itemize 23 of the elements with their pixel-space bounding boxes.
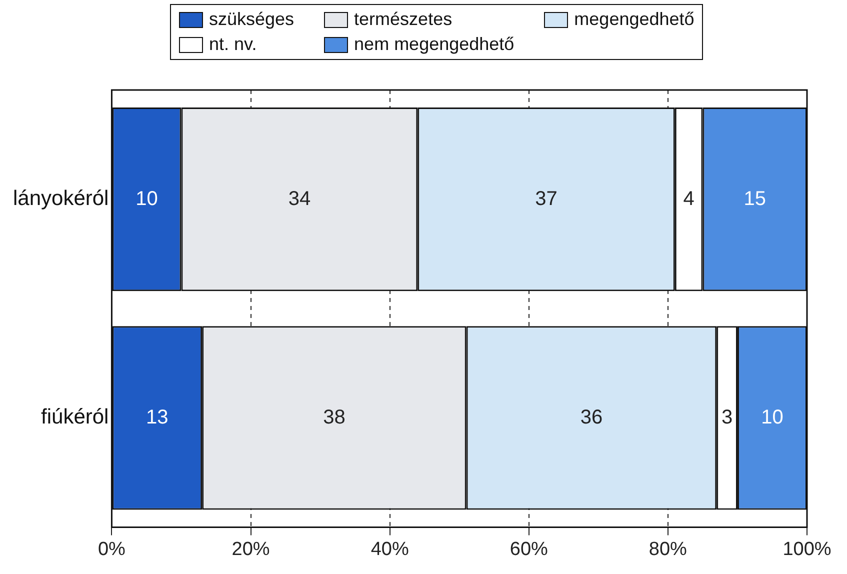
x-tick-label: 0% — [98, 538, 126, 560]
data-label: 37 — [535, 188, 558, 210]
data-label: 10 — [761, 406, 784, 428]
data-label: 3 — [721, 406, 733, 428]
legend-label: nem megengedhető — [354, 34, 514, 55]
legend-label: megengedhető — [574, 9, 694, 30]
x-tick-label: 100% — [782, 538, 832, 560]
legend-label: szükséges — [209, 9, 294, 30]
data-label: 15 — [744, 188, 766, 210]
y-tick-label: fiúkéról — [41, 406, 109, 429]
y-tick-label: lányokéról — [12, 187, 109, 210]
x-tick-label: 60% — [510, 538, 548, 560]
data-label: 4 — [683, 188, 694, 210]
data-label: 10 — [136, 188, 158, 210]
data-label: 38 — [323, 406, 346, 428]
data-label: 13 — [146, 406, 168, 428]
x-tick-label: 40% — [370, 538, 409, 560]
data-label: 36 — [580, 406, 603, 428]
x-tick-label: 20% — [232, 538, 270, 560]
data-label: 34 — [288, 188, 311, 210]
x-tick-label: 80% — [648, 538, 688, 560]
legend-label: természetes — [354, 9, 452, 30]
legend-label: nt. nv. — [209, 34, 257, 55]
